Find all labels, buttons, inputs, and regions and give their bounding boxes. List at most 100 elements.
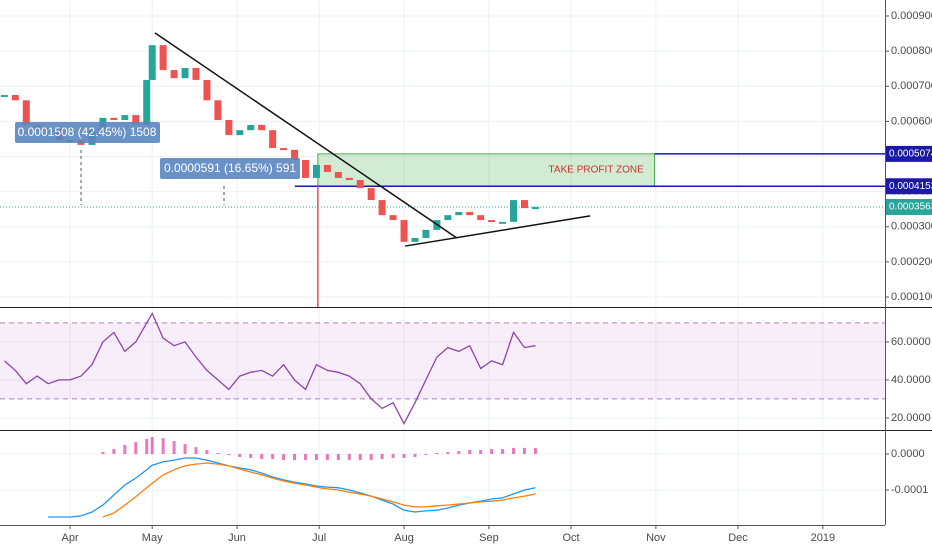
histogram-bar xyxy=(227,453,231,456)
x-tick-label: Jul xyxy=(312,532,326,544)
candle xyxy=(312,164,320,178)
x-tick-label: Dec xyxy=(728,532,748,544)
histogram-bar xyxy=(468,450,472,454)
candle xyxy=(203,79,211,101)
histogram-bar xyxy=(522,447,526,454)
x-tick-label: Aug xyxy=(394,532,414,544)
histogram-bar xyxy=(282,453,286,461)
histogram-bar xyxy=(314,453,318,461)
y-tick-label: 40.0000 xyxy=(891,374,931,386)
histogram-bar xyxy=(424,453,428,456)
histogram-bar xyxy=(457,451,461,454)
candle xyxy=(110,117,118,120)
candle xyxy=(510,200,518,222)
candle xyxy=(0,95,8,98)
candle xyxy=(247,124,255,131)
candle xyxy=(11,95,19,101)
histogram-bar xyxy=(479,450,483,454)
histogram-bar xyxy=(446,451,450,454)
measure-box xyxy=(15,122,160,143)
candle xyxy=(121,115,129,120)
y-tick-label: 0.0007000 xyxy=(891,80,932,92)
candle xyxy=(378,200,386,216)
candle xyxy=(334,171,342,178)
candle xyxy=(301,160,309,178)
histogram-bar xyxy=(249,453,253,458)
x-tick-label: Oct xyxy=(562,532,579,544)
candle xyxy=(170,70,178,79)
price-label: 0.0003563 xyxy=(889,202,932,213)
measure-label: 0.0000591 (16.65%) 591 xyxy=(164,161,296,175)
histogram-bar xyxy=(134,442,138,454)
x-tick-label: 2019 xyxy=(811,532,835,544)
candle xyxy=(356,180,364,189)
candle xyxy=(444,215,452,221)
candle xyxy=(477,215,485,221)
candle xyxy=(400,220,408,242)
y-tick-label: 0.0000 xyxy=(891,448,925,460)
candle xyxy=(531,207,539,210)
histogram-bar xyxy=(172,441,176,454)
x-tick-label: Sep xyxy=(479,532,499,544)
candle xyxy=(367,188,375,201)
histogram-bar xyxy=(216,452,220,454)
x-tick-label: Nov xyxy=(646,532,666,544)
x-tick-label: May xyxy=(142,532,163,544)
candle xyxy=(466,211,474,216)
measure-box xyxy=(160,158,300,179)
candle xyxy=(192,67,200,80)
candle xyxy=(148,45,156,80)
candle xyxy=(225,119,233,136)
price-label: 0.0005074 xyxy=(889,149,932,160)
trendline xyxy=(154,32,458,239)
candle xyxy=(455,211,463,216)
histogram-bar xyxy=(238,453,242,457)
candle xyxy=(22,100,30,125)
price-label-box xyxy=(886,198,932,215)
price-label-box xyxy=(886,178,932,195)
y-tick-label: 0.0002000 xyxy=(891,256,932,268)
candle xyxy=(214,100,222,120)
candle xyxy=(269,130,277,149)
candle xyxy=(280,148,288,151)
histogram-bar xyxy=(490,448,494,454)
price-label: 0.0004153 xyxy=(889,181,932,192)
histogram-bar xyxy=(303,453,307,461)
y-tick-label: 60.0000 xyxy=(891,336,931,348)
x-tick-label: Jun xyxy=(228,532,246,544)
candle xyxy=(132,115,140,125)
candle xyxy=(159,45,167,71)
histogram-bar xyxy=(369,453,373,461)
y-tick-label: 0.0008000 xyxy=(891,45,932,57)
candle xyxy=(181,67,189,79)
macd-line xyxy=(48,457,536,518)
zone-label: TAKE PROFIT ZONE xyxy=(549,165,645,176)
histogram-bar xyxy=(325,453,329,461)
measure-label: 0.0001508 (42.45%) 1508 xyxy=(18,125,157,139)
histogram-bar xyxy=(347,453,351,461)
histogram-bar xyxy=(161,438,165,454)
candle xyxy=(520,200,528,209)
candle xyxy=(411,237,419,242)
candle xyxy=(236,130,244,136)
y-tick-label: 0.0009000 xyxy=(891,10,932,22)
rsi-line xyxy=(3,311,536,426)
candle xyxy=(499,221,507,224)
histogram-bar xyxy=(402,453,406,458)
candle xyxy=(345,177,353,181)
histogram-bar xyxy=(293,453,297,461)
candle xyxy=(323,164,331,172)
histogram-bar xyxy=(533,447,537,454)
histogram-bar xyxy=(380,453,384,460)
y-tick-label: 0.0006000 xyxy=(891,115,932,127)
histogram-bar xyxy=(336,453,340,461)
histogram-bar xyxy=(101,451,105,454)
histogram-bar xyxy=(260,453,264,460)
y-tick-label: 0.0001000 xyxy=(891,291,932,303)
histogram-bar xyxy=(150,437,154,454)
x-tick-label: Apr xyxy=(62,532,79,544)
histogram-bar xyxy=(123,444,127,454)
candle xyxy=(488,220,496,223)
histogram-bar xyxy=(358,453,362,461)
